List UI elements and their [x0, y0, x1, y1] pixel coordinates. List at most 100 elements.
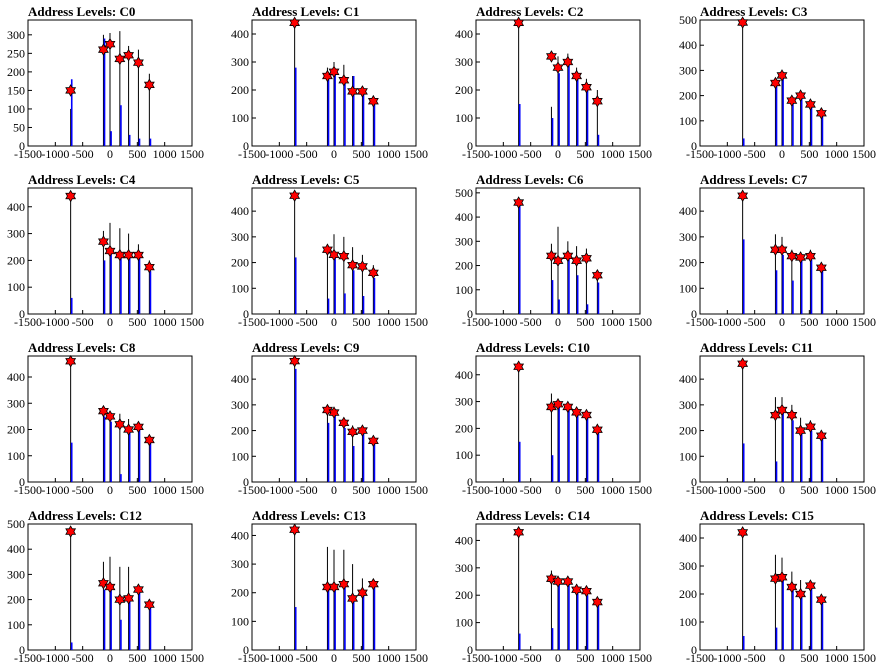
x-tick-label: 1000 [601, 483, 625, 497]
star-marker [328, 65, 340, 79]
x-tick-label: 1500 [852, 483, 876, 497]
y-tick-label: 100 [455, 283, 473, 297]
star-marker [815, 106, 827, 120]
star-marker [562, 249, 574, 263]
x-tick-label: 1500 [628, 483, 652, 497]
panel-c6: Address Levels: C60100200300400500-1500-… [455, 172, 652, 329]
star-marker [795, 424, 807, 437]
y-tick-label: 300 [455, 561, 473, 575]
star-marker [347, 592, 359, 605]
panel-title: Address Levels: C15 [700, 508, 814, 523]
x-tick-label: 500 [128, 483, 146, 497]
panel-c15: Address Levels: C15 0 100 200 300 400 -1500 -10… [679, 508, 876, 665]
x-tick-label: 1000 [377, 483, 401, 497]
y-tick-label: 100 [7, 449, 25, 463]
x-tick-label: 1000 [377, 147, 401, 161]
star-marker [356, 260, 368, 273]
star-marker [804, 420, 816, 433]
y-tick-label: 200 [231, 586, 249, 600]
star-marker [123, 423, 135, 436]
x-tick-label: -500 [296, 651, 318, 665]
y-tick-label: 400 [7, 370, 25, 384]
x-tick-label: -500 [744, 483, 766, 497]
x-tick-label: -1000 [265, 147, 293, 161]
x-tick-label: 0 [107, 315, 113, 329]
y-tick-label: 0 [691, 139, 697, 153]
star-marker [776, 570, 788, 584]
star-marker [562, 575, 574, 588]
star-marker [114, 248, 126, 262]
star-marker [104, 580, 116, 594]
star-marker [580, 408, 592, 422]
y-tick-label: 400 [231, 27, 249, 41]
x-tick-label: 500 [800, 147, 818, 161]
star-marker [513, 16, 525, 30]
x-tick-label: -1000 [713, 483, 741, 497]
y-tick-label: 400 [231, 528, 249, 542]
y-tick-label: 200 [231, 424, 249, 438]
x-tick-label: -500 [744, 147, 766, 161]
star-marker [804, 249, 816, 263]
y-tick-label: 100 [231, 111, 249, 125]
y-tick-label: 200 [7, 253, 25, 267]
x-tick-label: 1500 [628, 315, 652, 329]
panel-title: Address Levels: C7 [700, 172, 808, 187]
star-marker [580, 80, 592, 94]
y-tick-label: 300 [455, 234, 473, 248]
y-tick-label: 300 [679, 63, 697, 77]
star-marker [289, 189, 301, 202]
y-tick-label: 50 [13, 120, 25, 134]
y-tick-label: 300 [7, 396, 25, 410]
star-marker [571, 583, 583, 597]
star-marker [65, 354, 77, 368]
x-tick-label: 1500 [404, 315, 428, 329]
panel-c13: Address Levels: C13 0 100 200 300 400 -1500 -10… [231, 508, 428, 665]
x-tick-label: -1000 [713, 315, 741, 329]
x-tick-label: -1000 [265, 483, 293, 497]
x-tick-label: 1500 [852, 315, 876, 329]
star-marker [321, 403, 333, 417]
panel-title: Address Levels: C5 [252, 172, 360, 187]
y-tick-label: 400 [679, 531, 697, 545]
x-tick-label: -1500 [238, 483, 266, 497]
star-marker [795, 587, 807, 601]
x-tick-label: 1500 [180, 315, 204, 329]
y-tick-label: 400 [7, 542, 25, 556]
x-tick-label: 1000 [601, 147, 625, 161]
x-tick-label: 500 [352, 651, 370, 665]
x-tick-label: -500 [520, 483, 542, 497]
panel-c0: Address Levels: C0 0 50 100 150 200 250 300 -150… [7, 4, 204, 161]
star-marker [737, 357, 749, 370]
star-marker [132, 248, 144, 262]
x-tick-label: -1000 [41, 651, 69, 665]
star-marker [815, 593, 827, 606]
y-tick-label: 0 [243, 475, 249, 489]
panel-c14: Address Levels: C14 0 100 200 300 400 -1500 -10… [455, 508, 652, 665]
panel-title: Address Levels: C6 [476, 172, 584, 187]
x-tick-label: 500 [576, 651, 594, 665]
star-marker [114, 593, 126, 606]
y-tick-label: 100 [7, 280, 25, 294]
star-marker [104, 37, 116, 51]
panel-title: Address Levels: C10 [476, 340, 590, 355]
star-marker [289, 354, 301, 368]
y-tick-label: 100 [7, 618, 25, 632]
y-tick-label: 300 [455, 395, 473, 409]
x-tick-label: -1000 [489, 147, 517, 161]
panel-c3: Address Levels: C30100200300400500-1500-… [679, 4, 876, 161]
x-tick-label: -1000 [41, 483, 69, 497]
panel-title: Address Levels: C2 [476, 4, 583, 19]
x-tick-label: 1000 [153, 483, 177, 497]
x-tick-label: 0 [555, 315, 561, 329]
x-tick-label: 1500 [628, 147, 652, 161]
x-tick-label: -500 [72, 483, 94, 497]
star-marker [769, 76, 781, 90]
x-tick-label: -1500 [686, 483, 714, 497]
y-tick-label: 100 [455, 111, 473, 125]
x-tick-label: -1500 [686, 315, 714, 329]
y-tick-label: 0 [467, 307, 473, 321]
y-tick-label: 250 [7, 46, 25, 60]
x-tick-label: 1000 [825, 147, 849, 161]
y-tick-label: 200 [455, 259, 473, 273]
star-marker [786, 94, 798, 107]
